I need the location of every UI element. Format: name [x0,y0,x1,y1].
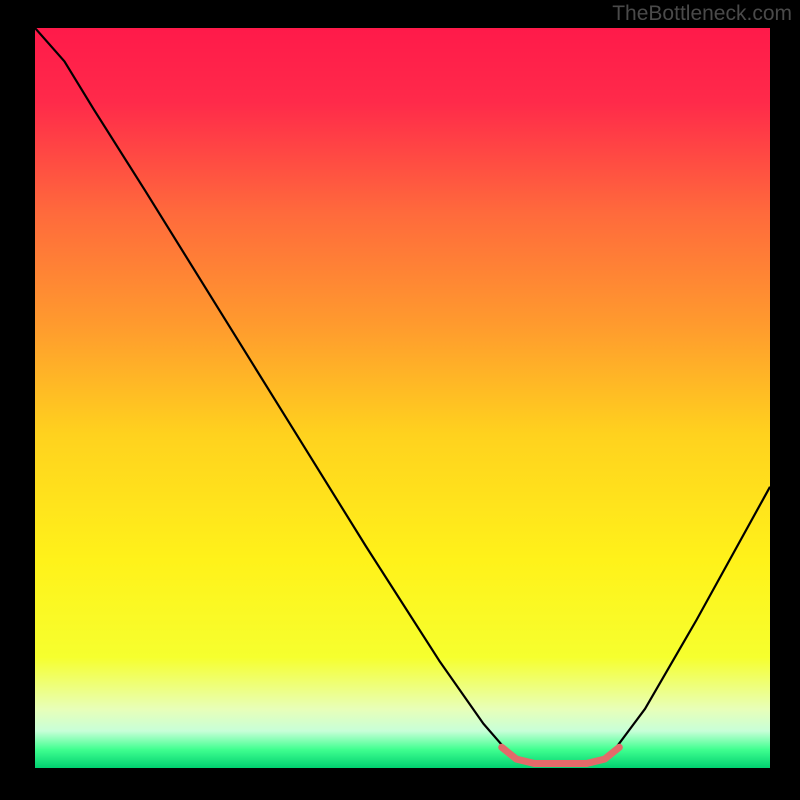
chart-canvas: TheBottleneck.com [0,0,800,800]
chart-svg [35,28,770,768]
gradient-bg [35,28,770,768]
watermark-text: TheBottleneck.com [612,2,792,26]
plot-area [35,28,770,768]
